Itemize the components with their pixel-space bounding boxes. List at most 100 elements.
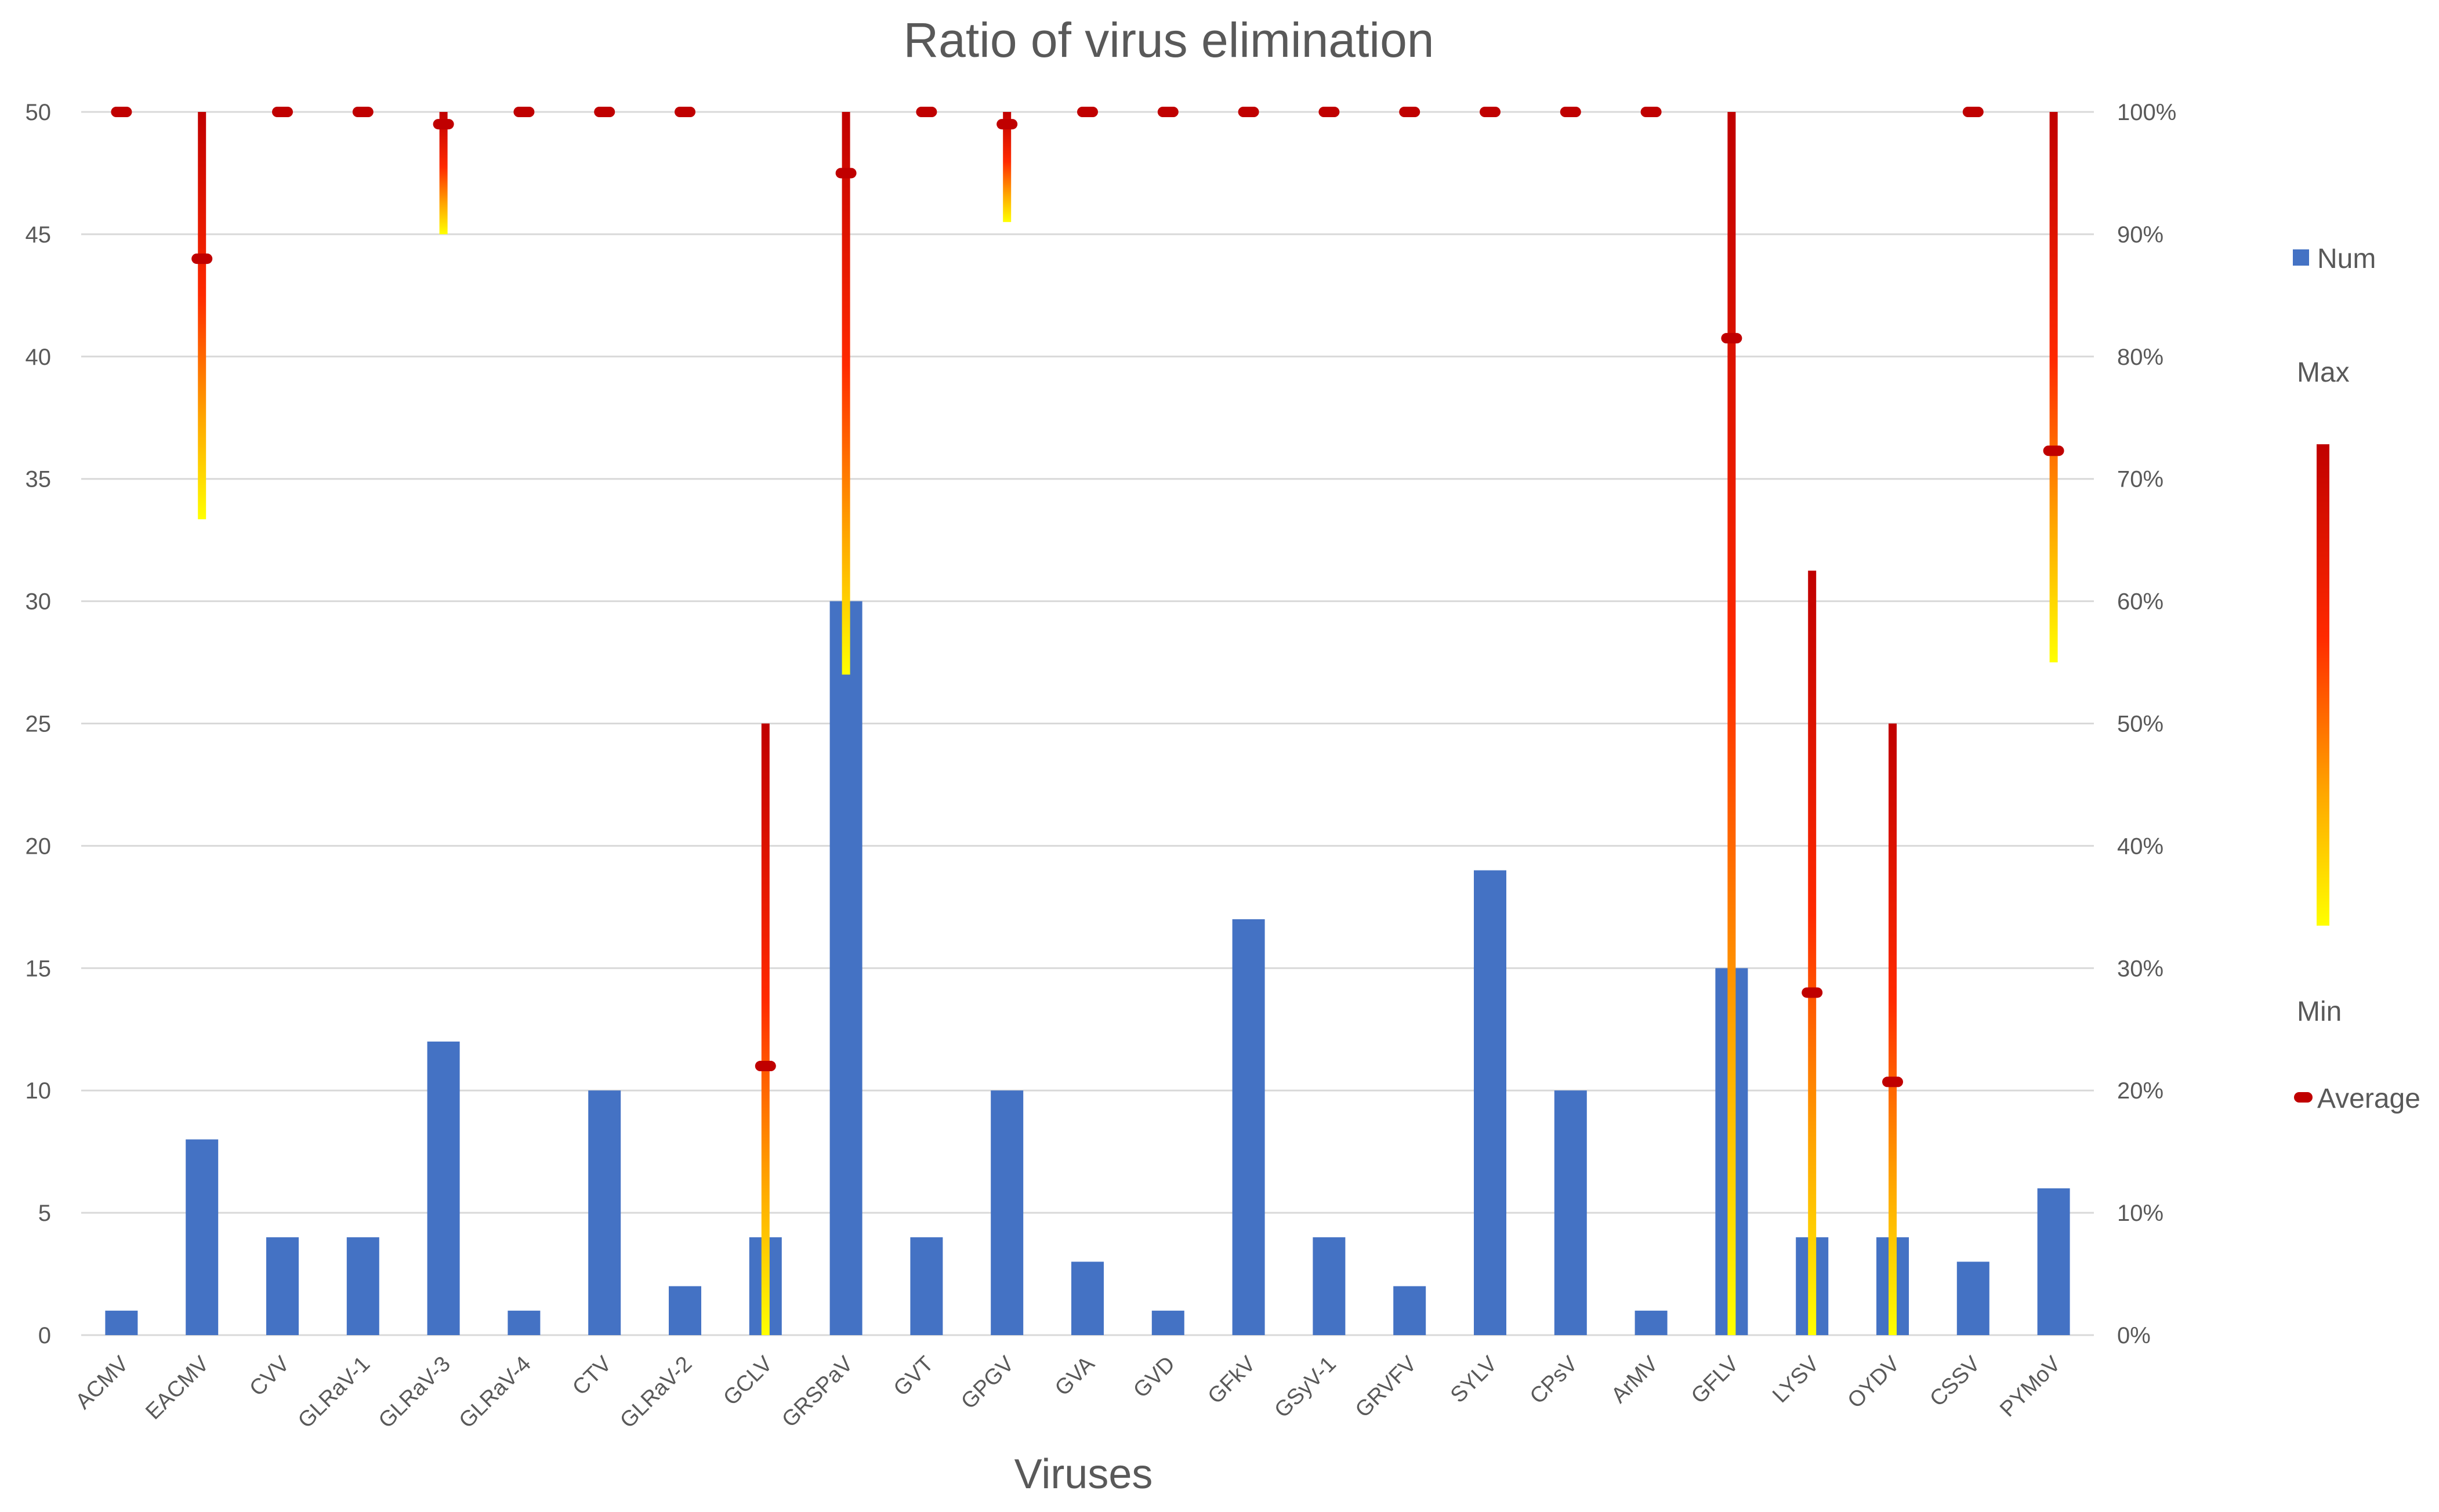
bar-GSyV-1 (1313, 1237, 1346, 1335)
average-series (111, 107, 2064, 1087)
y2-tick-label: 70% (2117, 467, 2163, 492)
bar-GLRaV-4 (508, 1310, 541, 1335)
y-tick-label: 25 (26, 712, 52, 737)
average-GVA (1077, 107, 1098, 117)
bar-GVT (910, 1237, 943, 1335)
y2-tick-label: 60% (2117, 589, 2163, 615)
x-tick-label: ACMV (71, 1351, 133, 1414)
bar-GLRaV-1 (346, 1237, 379, 1335)
x-tick-label: GFLV (1687, 1351, 1744, 1408)
bar-EACMV (186, 1139, 219, 1335)
x-tick-label: GRSPaV (777, 1351, 858, 1432)
y2-axis-ticks: 0% 10% 20% 30% 40% 50% 60% 70% 80% 90% 100% (2117, 100, 2176, 1348)
average-CTV (594, 107, 615, 117)
bar-CPsV (1554, 1090, 1587, 1335)
legend-max-label: Max (2297, 357, 2350, 388)
average-CVV (272, 107, 293, 117)
x-tick-label: GPGV (956, 1351, 1019, 1414)
average-PYMoV (2043, 445, 2064, 456)
average-GRSPaV (835, 168, 857, 179)
bar-GRSPaV (829, 601, 862, 1335)
bar-ACMV (105, 1310, 138, 1335)
y-tick-label: 0 (38, 1323, 51, 1348)
bar-SYLV (1474, 870, 1506, 1335)
x-tick-label: GRVFV (1351, 1351, 1422, 1422)
legend-min-label: Min (2297, 996, 2342, 1027)
x-tick-label: CVV (245, 1351, 294, 1401)
y-tick-label: 45 (26, 222, 52, 248)
chart-title: Ratio of virus elimination (903, 13, 1434, 67)
average-ArMV (1640, 107, 1662, 117)
average-GFLV (1721, 333, 1742, 344)
bar-CVV (266, 1237, 299, 1335)
y-tick-label: 5 (38, 1201, 51, 1226)
y2-tick-label: 100% (2117, 100, 2176, 125)
average-GRVFV (1399, 107, 1420, 117)
x-tick-label: GVD (1129, 1352, 1180, 1403)
range-OYDV (1889, 723, 1897, 1335)
bar-CSSV (1956, 1261, 1989, 1335)
y2-tick-label: 30% (2117, 956, 2163, 981)
y-axis-ticks: 0 5 10 15 20 25 30 35 40 45 50 (26, 100, 52, 1348)
x-axis-title: Viruses (1014, 1451, 1153, 1498)
range-EACMV (198, 112, 206, 520)
y2-tick-label: 50% (2117, 712, 2163, 737)
bar-GFkV (1232, 919, 1265, 1335)
x-tick-label: GLRaV-2 (615, 1352, 697, 1433)
bar-GLRaV-3 (427, 1041, 460, 1335)
x-tick-label: GVT (889, 1352, 938, 1401)
average-SYLV (1480, 107, 1501, 117)
average-OYDV (1882, 1076, 1903, 1087)
legend-range-swatch (2317, 444, 2329, 926)
average-GLRaV-4 (513, 107, 535, 117)
x-tick-label: EACMV (141, 1351, 214, 1424)
average-GVD (1157, 107, 1179, 117)
x-tick-label: GFkV (1204, 1351, 1261, 1409)
average-GLRaV-2 (675, 107, 695, 117)
y-tick-label: 40 (26, 345, 52, 370)
x-tick-label: GLRaV-4 (455, 1352, 536, 1433)
x-tick-label: CSSV (1925, 1351, 1985, 1411)
y-tick-label: 20 (26, 833, 52, 859)
x-tick-label: LYSV (1768, 1351, 1824, 1408)
range-LYSV (1808, 570, 1817, 1335)
average-GSyV-1 (1318, 107, 1340, 117)
x-tick-label: PYMoV (1995, 1351, 2065, 1422)
bar-CTV (588, 1090, 621, 1335)
legend-average-swatch (2294, 1092, 2313, 1103)
legend: Num Max Min Average (2293, 244, 2420, 1114)
range-GFLV (1727, 112, 1736, 1335)
range-PYMoV (2049, 112, 2058, 663)
range-GRSPaV (842, 112, 850, 675)
y2-tick-label: 20% (2117, 1078, 2163, 1104)
legend-average-label: Average (2317, 1083, 2420, 1114)
range-GCLV (761, 723, 770, 1335)
range-GPGV (1003, 112, 1012, 222)
x-tick-label: CTV (568, 1351, 617, 1400)
average-CPsV (1560, 107, 1581, 117)
average-GLRaV-3 (433, 119, 454, 130)
x-tick-label: GLRaV-3 (374, 1352, 455, 1433)
average-CSSV (1962, 107, 1984, 117)
bar-GVA (1071, 1261, 1104, 1335)
average-ACMV (111, 107, 132, 117)
x-tick-label: GSyV-1 (1270, 1352, 1340, 1423)
x-tick-label: GVA (1050, 1351, 1100, 1401)
gridlines (81, 111, 2094, 1336)
x-tick-label: GCLV (719, 1351, 777, 1410)
y-tick-label: 10 (26, 1078, 52, 1104)
average-LYSV (1802, 987, 1823, 998)
average-GVT (916, 107, 937, 117)
y2-tick-label: 0% (2117, 1323, 2151, 1348)
average-GFkV (1238, 107, 1259, 117)
legend-num-swatch (2293, 249, 2309, 266)
legend-num-label: Num (2317, 244, 2376, 274)
y-tick-label: 15 (26, 956, 52, 981)
average-EACMV (191, 253, 213, 264)
bar-PYMoV (2037, 1188, 2070, 1335)
range-GLRaV-3 (439, 112, 448, 234)
y2-tick-label: 80% (2117, 345, 2163, 370)
average-GCLV (755, 1061, 776, 1072)
